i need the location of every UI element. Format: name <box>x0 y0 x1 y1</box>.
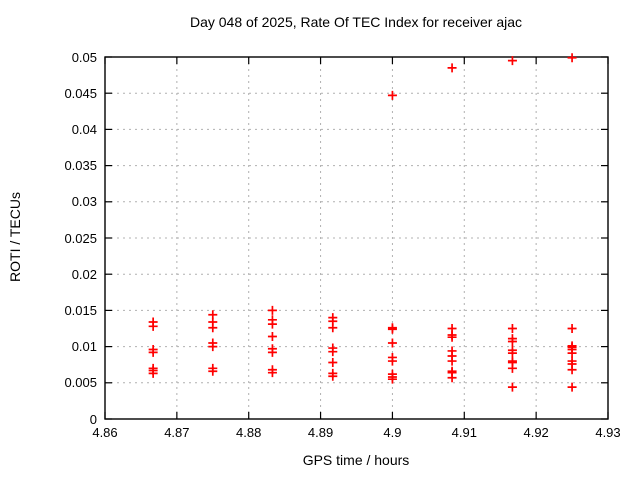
x-tick-label: 4.9 <box>383 425 402 440</box>
chart-title: Day 048 of 2025, Rate Of TEC Index for r… <box>189 14 523 30</box>
data-point-marker <box>328 358 338 368</box>
data-point-marker <box>387 338 397 348</box>
data-point-marker <box>567 365 577 375</box>
x-tick-label: 4.87 <box>164 425 190 440</box>
x-tick-label: 4.92 <box>523 425 549 440</box>
y-tick-label: 0.025 <box>64 230 97 246</box>
y-tick-label: 0.03 <box>71 194 97 210</box>
data-point-marker <box>507 348 517 358</box>
y-tick-label: 0.05 <box>71 49 97 65</box>
x-tick-label: 4.86 <box>92 425 118 440</box>
data-point-marker <box>267 347 277 357</box>
data-point-marker <box>507 363 517 373</box>
y-tick-label: 0.015 <box>64 302 97 318</box>
data-point-marker <box>507 324 517 333</box>
data-point-marker <box>387 324 397 334</box>
data-point-marker <box>567 382 577 392</box>
data-point-marker <box>208 342 218 352</box>
y-tick-label: 0.035 <box>64 158 97 174</box>
data-point-marker <box>567 53 577 63</box>
y-tick-label: 0 <box>89 411 97 427</box>
data-point-marker <box>507 382 517 392</box>
data-point-marker <box>208 323 218 333</box>
data-point-marker <box>447 63 457 73</box>
data-point-marker <box>567 348 577 358</box>
data-point-marker <box>447 373 457 383</box>
data-point-marker <box>447 356 457 366</box>
data-point-marker <box>387 374 397 384</box>
data-point-marker <box>387 356 397 366</box>
data-point-marker <box>328 347 338 357</box>
y-tick-label: 0.045 <box>64 85 97 101</box>
x-tick-label: 4.89 <box>307 425 334 440</box>
x-tick-label: 4.93 <box>595 425 621 440</box>
data-point-marker <box>387 90 397 100</box>
data-point-marker <box>148 321 158 331</box>
y-tick-label: 0.01 <box>71 339 97 355</box>
data-point-marker <box>447 332 457 342</box>
data-point-marker <box>208 366 218 376</box>
data-point-marker <box>267 331 277 341</box>
data-point-marker <box>328 371 338 381</box>
y-tick-label: 0.005 <box>64 375 97 391</box>
data-point-marker <box>148 368 158 378</box>
x-tick-label: 4.88 <box>236 425 262 440</box>
y-tick-label: 0.04 <box>71 121 97 137</box>
data-point-marker <box>567 324 577 333</box>
x-axis-label: GPS time / hours <box>302 452 410 468</box>
data-point-marker <box>267 305 277 315</box>
y-tick-label: 0.02 <box>71 266 97 282</box>
data-point-marker <box>507 337 517 347</box>
data-point-marker <box>267 368 277 378</box>
x-tick-label: 4.91 <box>451 425 477 440</box>
data-point-marker <box>267 319 277 329</box>
data-point-marker <box>148 347 158 357</box>
data-point-marker <box>507 56 517 66</box>
data-point-marker <box>328 323 338 333</box>
